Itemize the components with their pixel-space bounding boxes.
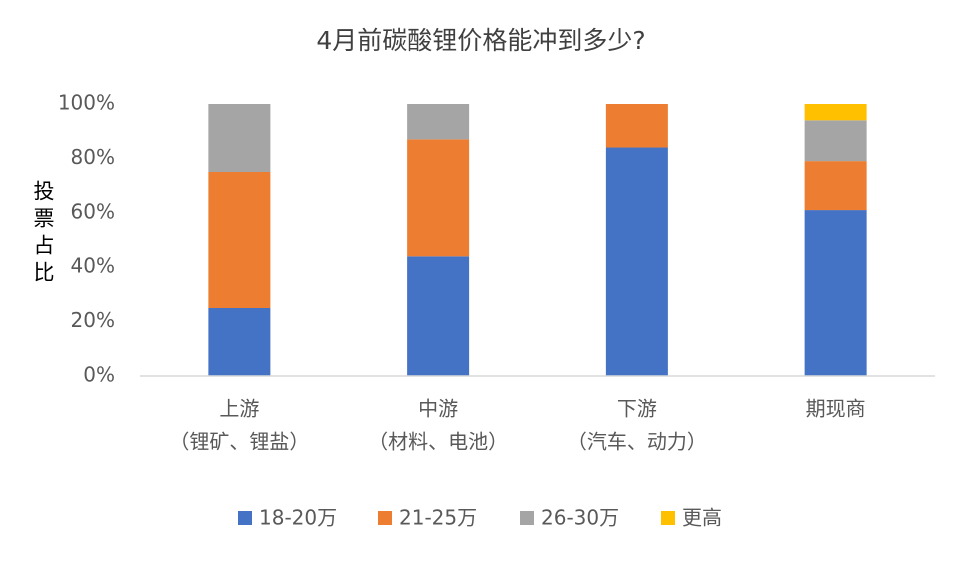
- y-tick-label: 40%: [71, 254, 115, 278]
- y-tick-label: 60%: [71, 199, 115, 223]
- x-tick-label: 上游: [219, 397, 259, 421]
- x-tick-label: （汽车、动力）: [567, 430, 707, 454]
- legend-swatch: [378, 511, 392, 525]
- legend-swatch: [238, 511, 252, 525]
- y-tick-label: 80%: [71, 145, 115, 169]
- bar-segment: [804, 210, 867, 376]
- legend-label: 18-20万: [259, 506, 337, 530]
- x-tick-label: （材料、电池）: [368, 430, 508, 454]
- chart-title: 4月前碳酸锂价格能冲到多少?: [316, 26, 645, 55]
- y-tick-label: 0%: [83, 363, 115, 387]
- bar-segment: [804, 120, 867, 162]
- y-axis-label: 投票占比: [31, 180, 55, 288]
- legend-label: 更高: [682, 506, 722, 530]
- legend-swatch: [661, 511, 675, 525]
- bar-segment: [605, 147, 668, 376]
- y-tick-label: 20%: [71, 308, 115, 332]
- bar-segment: [208, 172, 271, 308]
- bar-segment: [407, 139, 470, 257]
- x-tick-label: 中游: [418, 397, 458, 421]
- x-tick-label: 期现商: [806, 397, 866, 421]
- legend-swatch: [520, 511, 534, 525]
- y-tick-label: 100%: [58, 91, 115, 115]
- bar-segment: [804, 104, 867, 121]
- bar-segment: [804, 161, 867, 211]
- x-tick-label: 下游: [617, 397, 657, 421]
- bar-segment: [208, 104, 271, 172]
- bar-segment: [605, 104, 668, 148]
- bar-segment: [407, 104, 470, 140]
- x-tick-label: （锂矿、锂盐）: [169, 430, 309, 454]
- bar-segment: [407, 256, 470, 376]
- bar-segment: [208, 308, 271, 376]
- legend-label: 21-25万: [399, 506, 477, 530]
- legend-label: 26-30万: [541, 506, 619, 530]
